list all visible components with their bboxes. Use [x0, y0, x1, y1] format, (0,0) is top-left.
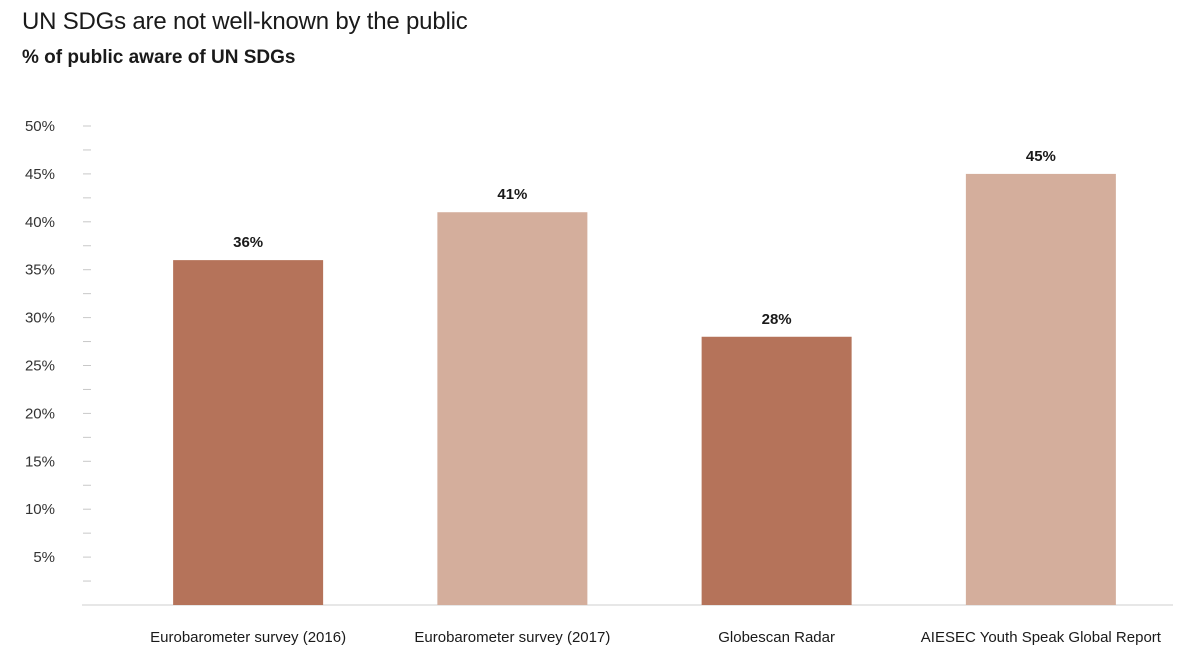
- bar: [965, 173, 1116, 605]
- y-tick-label: 50%: [25, 118, 55, 135]
- y-tick-label: 10%: [25, 501, 55, 518]
- x-tick-label: Eurobarometer survey (2017): [414, 629, 610, 646]
- data-label: 45%: [1026, 148, 1056, 165]
- y-tick-label: 35%: [25, 262, 55, 279]
- y-tick-label: 45%: [25, 166, 55, 183]
- x-tick-label: Eurobarometer survey (2016): [150, 629, 346, 646]
- bar: [701, 336, 852, 605]
- bar: [173, 260, 324, 605]
- data-label: 36%: [233, 234, 263, 251]
- chart-subtitle: % of public aware of UN SDGs: [22, 47, 296, 68]
- chart-title: UN SDGs are not well-known by the public: [22, 8, 468, 35]
- x-tick-label: Globescan Radar: [718, 629, 835, 646]
- y-tick-label: 5%: [33, 549, 55, 566]
- data-label: 41%: [497, 186, 527, 203]
- x-tick-label: AIESEC Youth Speak Global Report: [921, 629, 1162, 646]
- bars: [173, 173, 1116, 605]
- y-tick-label: 20%: [25, 405, 55, 422]
- y-tick-label: 40%: [25, 214, 55, 231]
- y-tick-label: 15%: [25, 453, 55, 470]
- y-tick-label: 25%: [25, 358, 55, 375]
- labels: 36% Eurobarometer survey (2016) 41% Eurobar…: [150, 148, 1162, 646]
- y-tick-label: 30%: [25, 310, 55, 327]
- bar: [437, 212, 588, 605]
- data-label: 28%: [762, 311, 792, 328]
